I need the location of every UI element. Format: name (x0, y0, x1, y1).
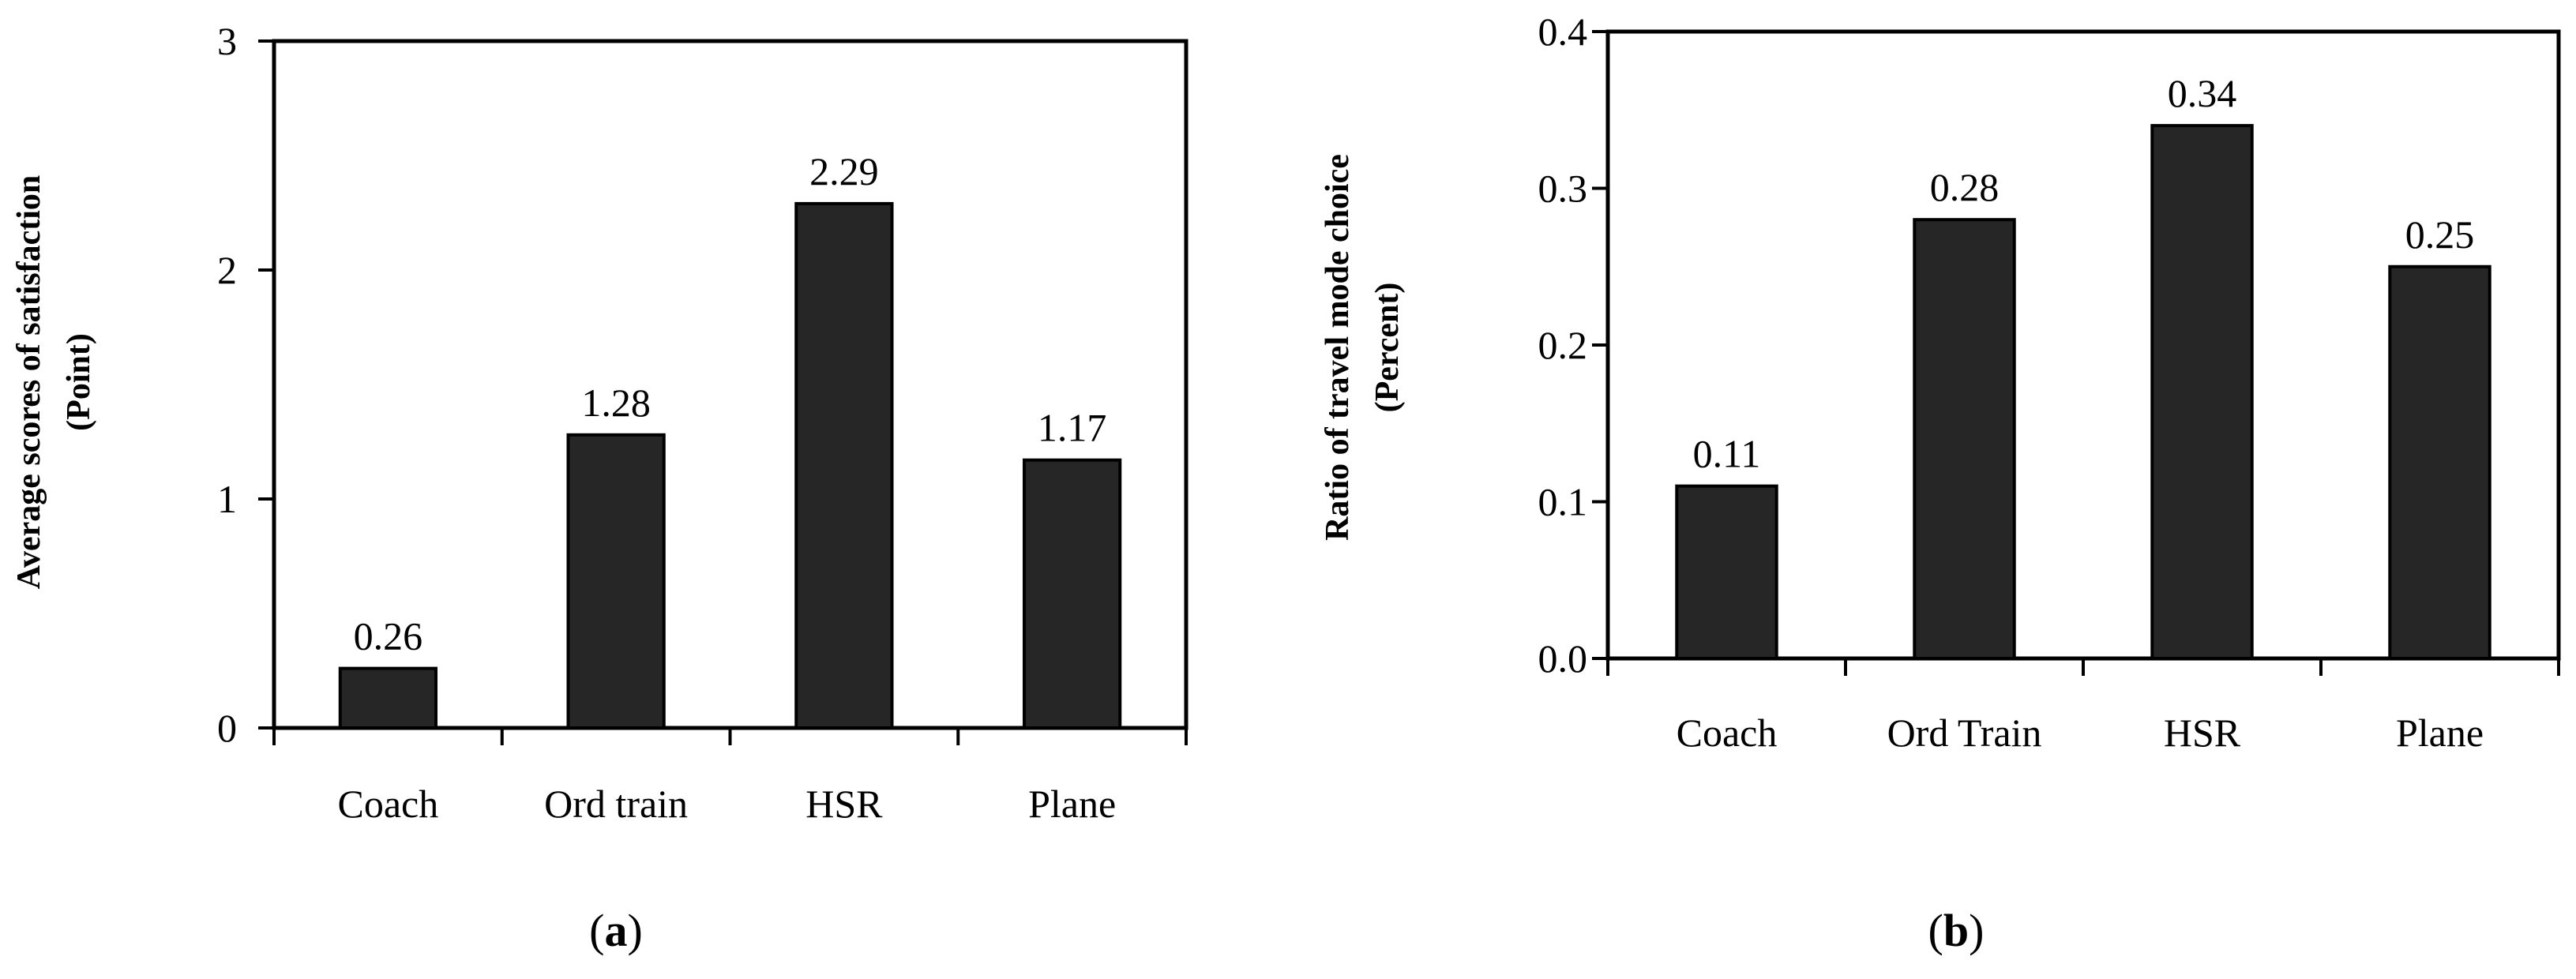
y-tick-label: 3 (217, 19, 237, 63)
bar (1913, 218, 2016, 660)
y-axis-title-b: Ratio of travel mode choice (1320, 154, 1356, 541)
caption-open-b: ( (1928, 905, 1943, 956)
category-labels-a: Coach Ord train HSR Plane (338, 782, 1117, 826)
panel-caption-a: (a) (589, 905, 643, 956)
data-label: 1.28 (581, 381, 651, 425)
y-tick-label: 0.0 (1538, 636, 1588, 681)
category-label: Coach (338, 782, 439, 826)
category-label: HSR (805, 782, 883, 826)
bar (1675, 484, 1778, 661)
bar (338, 666, 438, 730)
category-label: Ord train (544, 782, 688, 826)
chart-panel-b: 0.0 0.1 0.2 0.3 0.4 0.11 0.28 0.34 0.25 Coach Or… (1320, 9, 2561, 956)
x-ticks-b (1606, 658, 2560, 676)
caption-close-b: ) (1969, 905, 1984, 956)
y-tick-label: 2 (217, 248, 237, 292)
y-ticks-a: 0 1 2 3 (217, 19, 274, 750)
data-label: 2.29 (809, 149, 879, 193)
y-tick-label: 0.1 (1538, 480, 1588, 524)
data-label: 0.25 (2405, 212, 2475, 257)
caption-letter-b: b (1943, 905, 1969, 956)
bars-a (338, 201, 1122, 730)
bars-b (1675, 124, 2492, 661)
y-axis-unit-a: (Point) (61, 333, 97, 431)
category-label: Plane (2396, 711, 2484, 755)
category-label: HSR (2164, 711, 2241, 755)
bar (1022, 458, 1122, 730)
data-label: 0.26 (354, 614, 423, 658)
bar (794, 201, 894, 730)
caption-letter-a: a (605, 905, 628, 956)
category-label: Ord Train (1887, 711, 2042, 755)
category-label: Coach (1677, 711, 1778, 755)
data-label: 1.17 (1038, 406, 1107, 450)
data-label: 0.11 (1693, 432, 1761, 476)
x-ticks-a (272, 728, 1188, 745)
y-tick-label: 0 (217, 706, 237, 750)
chart-panel-a: 0 1 2 3 0.26 1.28 2.29 1.17 Coach Ord train HSR P… (11, 19, 1188, 956)
y-ticks-b: 0.0 0.1 0.2 0.3 0.4 (1538, 9, 1608, 681)
category-label: Plane (1028, 782, 1116, 826)
category-labels-b: Coach Ord Train HSR Plane (1677, 711, 2484, 755)
y-axis-title-a: Average scores of satisfaction (11, 175, 47, 589)
data-labels-b: 0.11 0.28 0.34 0.25 (1693, 71, 2475, 476)
data-label: 0.34 (2168, 71, 2237, 115)
caption-open-a: ( (589, 905, 604, 956)
bar (2150, 124, 2254, 661)
data-labels-a: 0.26 1.28 2.29 1.17 (354, 149, 1107, 658)
y-tick-label: 0.3 (1538, 167, 1588, 211)
panel-caption-b: (b) (1928, 905, 1985, 956)
y-tick-label: 0.4 (1538, 9, 1588, 54)
data-label: 0.28 (1930, 165, 2000, 209)
y-axis-unit-b: (Percent) (1369, 283, 1406, 413)
bar (2388, 264, 2492, 660)
y-tick-label: 0.2 (1538, 323, 1588, 367)
y-tick-label: 1 (217, 477, 237, 521)
caption-close-a: ) (628, 905, 643, 956)
bar (566, 433, 666, 730)
